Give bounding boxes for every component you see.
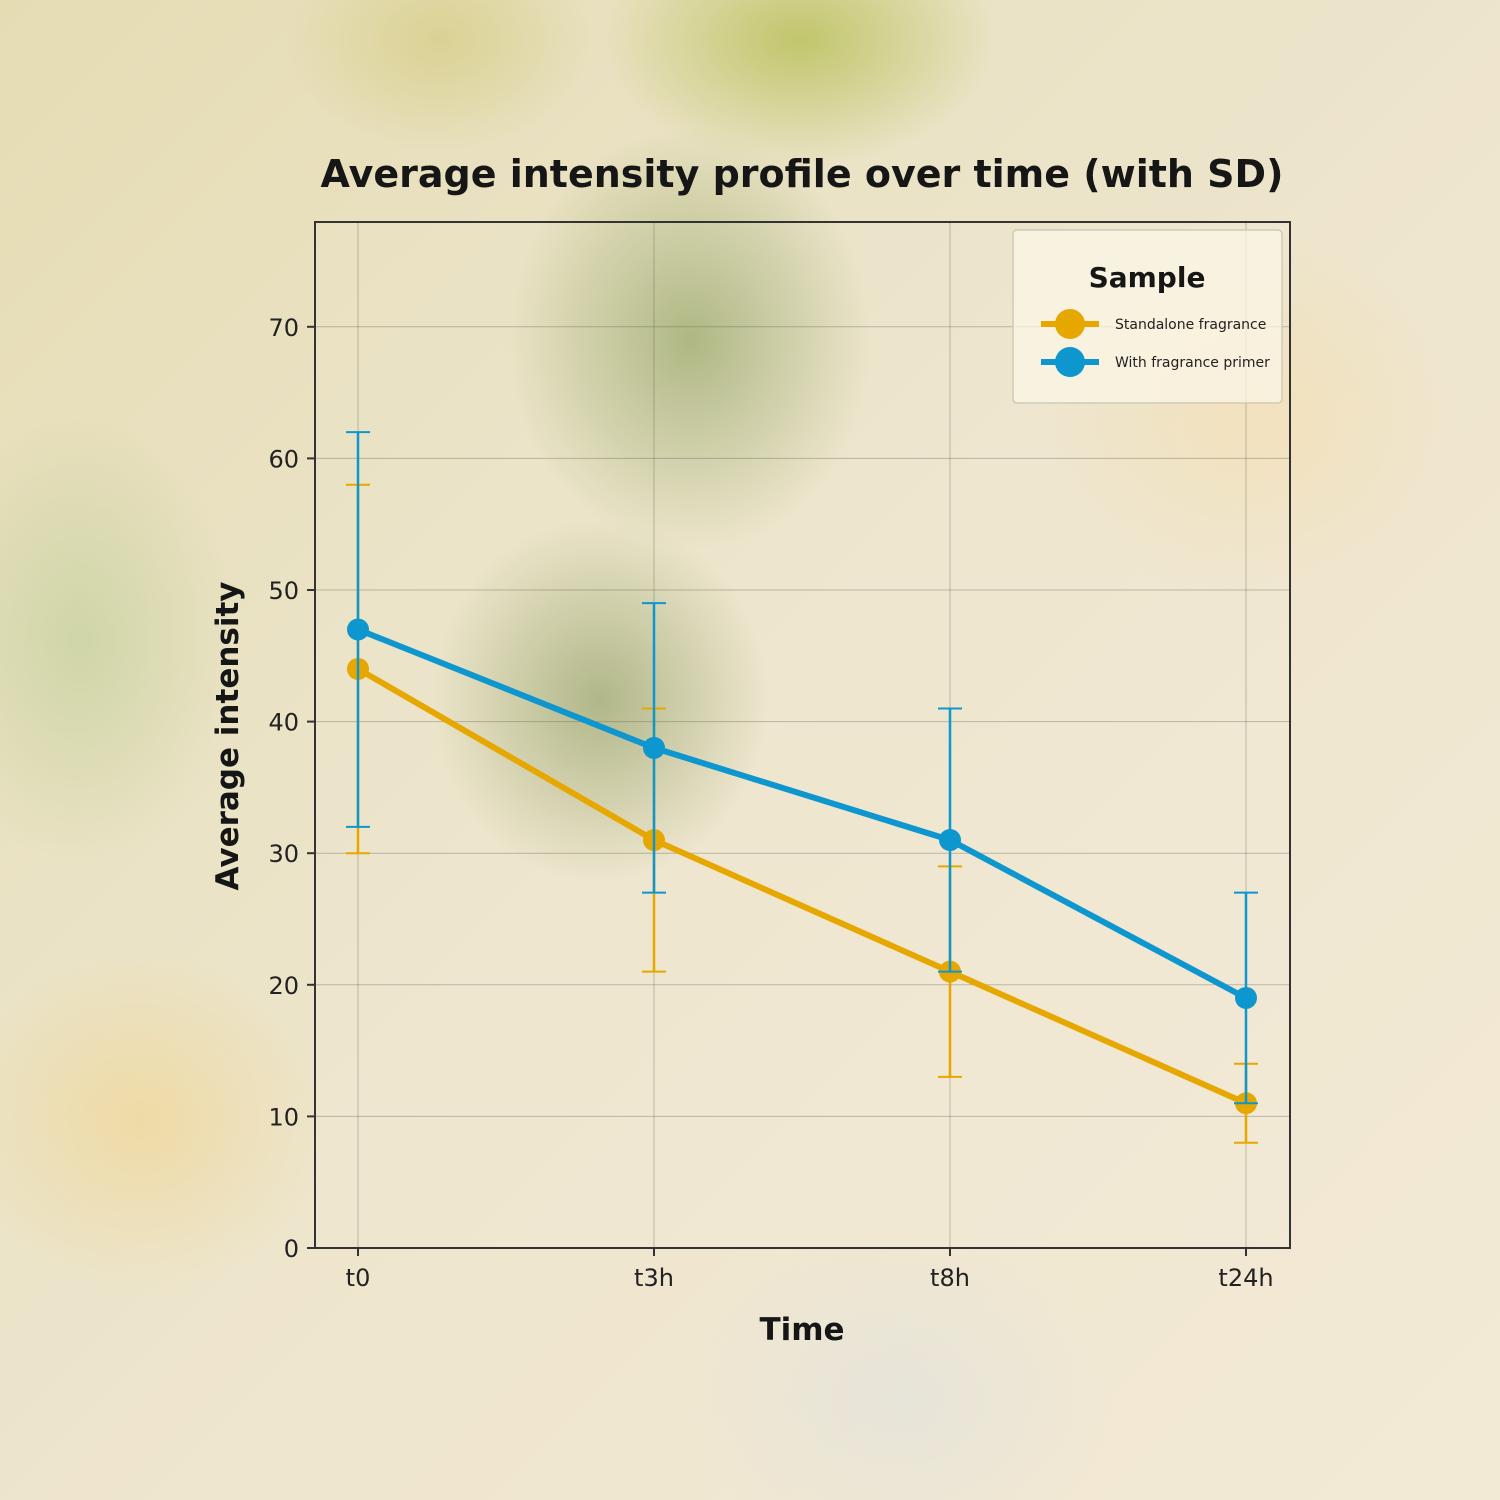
- data-point: [939, 829, 961, 852]
- y-axis-label: Average intensity: [210, 581, 246, 890]
- legend-marker: [1055, 309, 1085, 339]
- x-tick-label: t24h: [1218, 1264, 1273, 1292]
- chart-title: Average intensity profile over time (wit…: [321, 152, 1284, 196]
- legend-item-2: With fragrance primer: [1041, 347, 1270, 377]
- series-line: [356, 666, 1248, 1106]
- x-tick-label: t8h: [930, 1264, 970, 1292]
- y-axis: 0 10 20 30 40 50 60 70: [268, 314, 315, 1263]
- y-tick-label: 30: [268, 840, 299, 868]
- legend-item-1: Standalone fragrance: [1041, 309, 1266, 339]
- legend-items: Standalone fragrance With fragrance prime…: [1041, 309, 1270, 377]
- x-axis-label: Time: [759, 1312, 844, 1348]
- x-axis: t0 t3h t8h t24h: [346, 1248, 1274, 1292]
- legend-label: Standalone fragrance: [1115, 317, 1266, 333]
- legend: Sample Standalone fragrance With fragranc…: [1012, 229, 1283, 404]
- legend-label: With fragrance primer: [1115, 355, 1270, 371]
- legend-title: Sample: [1089, 261, 1206, 294]
- y-tick-label: 0: [284, 1235, 299, 1263]
- y-tick-label: 70: [268, 314, 299, 342]
- legend-marker: [1055, 347, 1085, 377]
- series-group: [346, 431, 1258, 1144]
- plot-frame: [314, 221, 1291, 1249]
- x-tick-label: t3h: [634, 1264, 674, 1292]
- y-tick-label: 40: [268, 709, 299, 737]
- y-tick-label: 20: [268, 972, 299, 1000]
- data-point: [347, 618, 369, 641]
- series-2: [346, 431, 1258, 1105]
- x-tick-label: t0: [346, 1264, 371, 1292]
- y-tick-label: 10: [268, 1103, 299, 1131]
- y-tick-label: 50: [268, 577, 299, 605]
- data-point: [643, 736, 665, 759]
- y-tick-label: 60: [268, 445, 299, 473]
- series-line: [356, 626, 1248, 1001]
- data-point: [1235, 986, 1257, 1009]
